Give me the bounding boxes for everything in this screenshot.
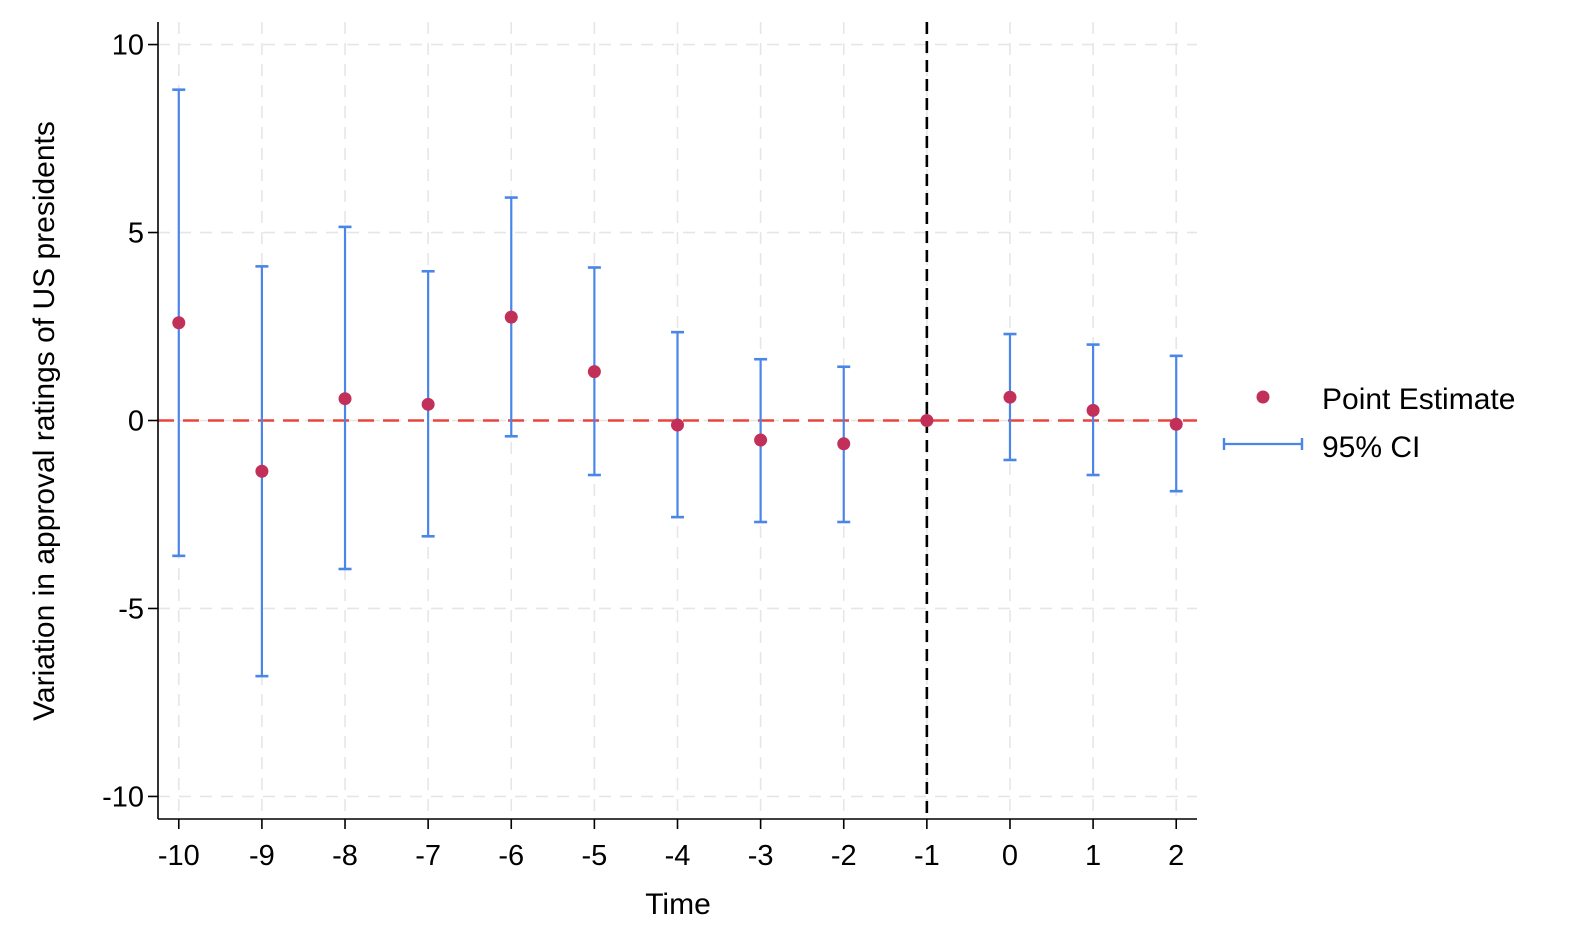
legend-point-marker <box>1256 390 1270 404</box>
x-tick-label-2: -8 <box>332 840 358 872</box>
x-tick-label-8: -2 <box>831 840 857 872</box>
point-estimate-2 <box>1169 417 1183 431</box>
x-tick-label-0: -10 <box>158 840 200 872</box>
point-estimate--7 <box>421 397 435 411</box>
y-tick-label-1: 5 <box>128 218 144 250</box>
x-tick-label-3: -7 <box>415 840 441 872</box>
x-tick-label-5: -5 <box>581 840 607 872</box>
x-tick-label-1: -9 <box>249 840 275 872</box>
point-estimate--1 <box>920 414 934 427</box>
point-estimate-0 <box>1003 390 1017 404</box>
x-tick-label-10: 0 <box>1002 840 1018 872</box>
y-tick-label-0: 10 <box>112 30 144 62</box>
x-axis-ticks: -10 -9 -8 -7 -6 -5 -4 -3 -2 -1 0 1 2 <box>158 819 1184 872</box>
x-axis-title: Time <box>645 888 711 921</box>
point-estimate--6 <box>504 310 518 324</box>
legend-label-95-ci: 95% CI <box>1322 431 1420 464</box>
point-estimate--2 <box>837 437 851 451</box>
x-tick-label-9: -1 <box>914 840 940 872</box>
point-estimate--10 <box>172 316 186 330</box>
y-axis-title: Variation in approval ratings of US pres… <box>28 121 61 721</box>
x-tick-label-7: -3 <box>748 840 774 872</box>
y-tick-label-2: 0 <box>128 406 144 438</box>
legend-label-point-estimate: Point Estimate <box>1322 383 1515 416</box>
y-axis-ticks: 10 5 0 -5 -10 <box>102 30 158 813</box>
point-estimate--9 <box>255 464 269 478</box>
legend-ci-marker <box>1222 438 1304 450</box>
x-tick-label-12: 2 <box>1168 840 1184 872</box>
x-tick-label-6: -4 <box>665 840 691 872</box>
point-estimate--3 <box>754 433 768 447</box>
x-tick-label-11: 1 <box>1085 840 1101 872</box>
y-tick-label-4: -10 <box>102 781 144 813</box>
point-estimate--5 <box>587 365 601 379</box>
y-tick-label-3: -5 <box>118 593 144 625</box>
point-estimate--8 <box>338 392 352 406</box>
reference-lines <box>158 22 1197 819</box>
point-estimate-1 <box>1086 403 1100 417</box>
point-series <box>172 310 1183 478</box>
x-tick-label-4: -6 <box>498 840 524 872</box>
point-estimate--4 <box>671 418 684 432</box>
legend: Point Estimate 95% CI <box>1222 383 1515 464</box>
